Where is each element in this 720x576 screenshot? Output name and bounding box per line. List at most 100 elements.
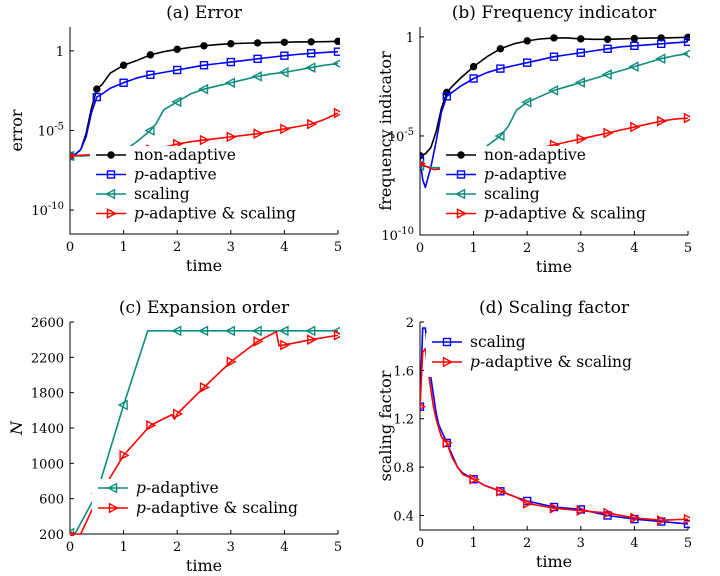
data-point [305, 325, 316, 337]
y-tick-label: 1 [406, 31, 414, 46]
data-point [630, 512, 641, 524]
legend-marker [442, 356, 454, 368]
data-point [333, 47, 340, 56]
data-point [576, 133, 587, 145]
y-tick-base: 10 [388, 130, 405, 145]
data-point [307, 38, 315, 46]
data-point [172, 65, 182, 75]
x-tick-label: 5 [334, 540, 342, 555]
y-tick-label: 0.4 [393, 509, 414, 524]
data-point [224, 325, 236, 337]
y-tick-label: 10-5 [388, 127, 414, 145]
x-tick-label: 0 [66, 240, 74, 255]
legend-label-italic: p [136, 479, 146, 497]
y-tick-base: 10 [38, 125, 55, 140]
legend-marker [457, 151, 465, 159]
legend-label-italic: p [134, 166, 144, 184]
chart-title: (d) Scaling factor [479, 298, 630, 318]
data-point [197, 325, 209, 337]
y-tick-exponent: -10 [398, 226, 414, 237]
data-point [523, 498, 534, 509]
x-axis-label: time [186, 556, 222, 575]
legend-label-rest: -adaptive & scaling [146, 499, 298, 517]
data-point [494, 130, 505, 142]
legend-label-rest: -adaptive & scaling [144, 205, 296, 223]
y-tick-label: 600 [39, 493, 64, 508]
y-axis-label: error [7, 109, 26, 151]
chart-title: (c) Expansion order [119, 298, 290, 318]
data-point [171, 96, 182, 108]
data-point [683, 112, 690, 124]
legend-marker [108, 502, 120, 514]
y-tick-label: 2600 [31, 316, 64, 331]
data-point [226, 57, 236, 67]
series-line [70, 40, 339, 157]
data-point [307, 334, 318, 346]
y-tick-label: 10-10 [31, 201, 64, 219]
y-tick-label: 10-5 [38, 122, 64, 140]
data-point [574, 77, 585, 88]
chart-title: (a) Error [166, 3, 243, 23]
legend-label: non-adaptive [134, 146, 236, 164]
legend: non-adaptivep-adaptivescalingp-adaptive … [440, 146, 678, 228]
y-tick-label: 1.6 [393, 364, 414, 379]
x-tick-label: 3 [577, 241, 585, 256]
data-point [119, 450, 130, 461]
legend-box [426, 333, 676, 377]
data-point [549, 52, 559, 61]
data-point [280, 51, 289, 60]
y-tick-label: 2 [406, 316, 414, 331]
y-tick-label: 0.8 [393, 461, 414, 476]
legend-marker [456, 208, 468, 219]
data-point [630, 121, 641, 133]
legend-marker [107, 151, 115, 159]
legend-label-rest: -adaptive [494, 166, 567, 184]
data-point [280, 123, 291, 135]
data-point [628, 61, 639, 72]
legend-marker [106, 170, 116, 179]
x-tick-label: 5 [684, 241, 692, 256]
data-point [469, 473, 480, 485]
y-tick-label: 200 [39, 528, 64, 543]
y-tick-base: 10 [381, 229, 398, 244]
y-tick-label: 1000 [31, 457, 64, 472]
data-point [119, 61, 128, 69]
data-point [224, 77, 236, 89]
data-point [603, 44, 612, 53]
data-point [278, 67, 289, 78]
x-tick-label: 5 [334, 240, 342, 255]
x-tick-label: 1 [119, 540, 127, 555]
legend-box [440, 146, 678, 228]
legend: non-adaptivep-adaptivescalingp-adaptive … [90, 146, 328, 228]
legend-marker [456, 170, 466, 179]
series-2 [420, 347, 690, 526]
data-point [420, 403, 427, 410]
legend-label: p-adaptive & scaling [136, 499, 298, 517]
y-tick-base: 10 [31, 204, 48, 219]
y-axis-label: frequency indicator [376, 51, 395, 211]
data-point [173, 45, 181, 53]
data-point [280, 339, 291, 351]
x-tick-label: 0 [416, 241, 424, 256]
series-line [420, 41, 689, 189]
legend-label: scaling [134, 185, 190, 203]
x-tick-label: 1 [119, 240, 127, 255]
legend-label-italic: p [484, 166, 494, 184]
data-point [227, 40, 235, 48]
chart-title: (b) Frequency indicator [452, 3, 657, 23]
data-point [496, 45, 505, 53]
data-point [144, 125, 155, 136]
data-point [251, 71, 262, 82]
y-tick-exponent: -10 [48, 201, 64, 212]
data-point [630, 41, 639, 51]
legend-marker [454, 188, 466, 200]
data-point [226, 131, 237, 143]
series-line [70, 50, 339, 157]
data-point [117, 399, 128, 411]
data-point [549, 502, 561, 514]
data-point [305, 62, 316, 73]
data-point [280, 38, 289, 46]
